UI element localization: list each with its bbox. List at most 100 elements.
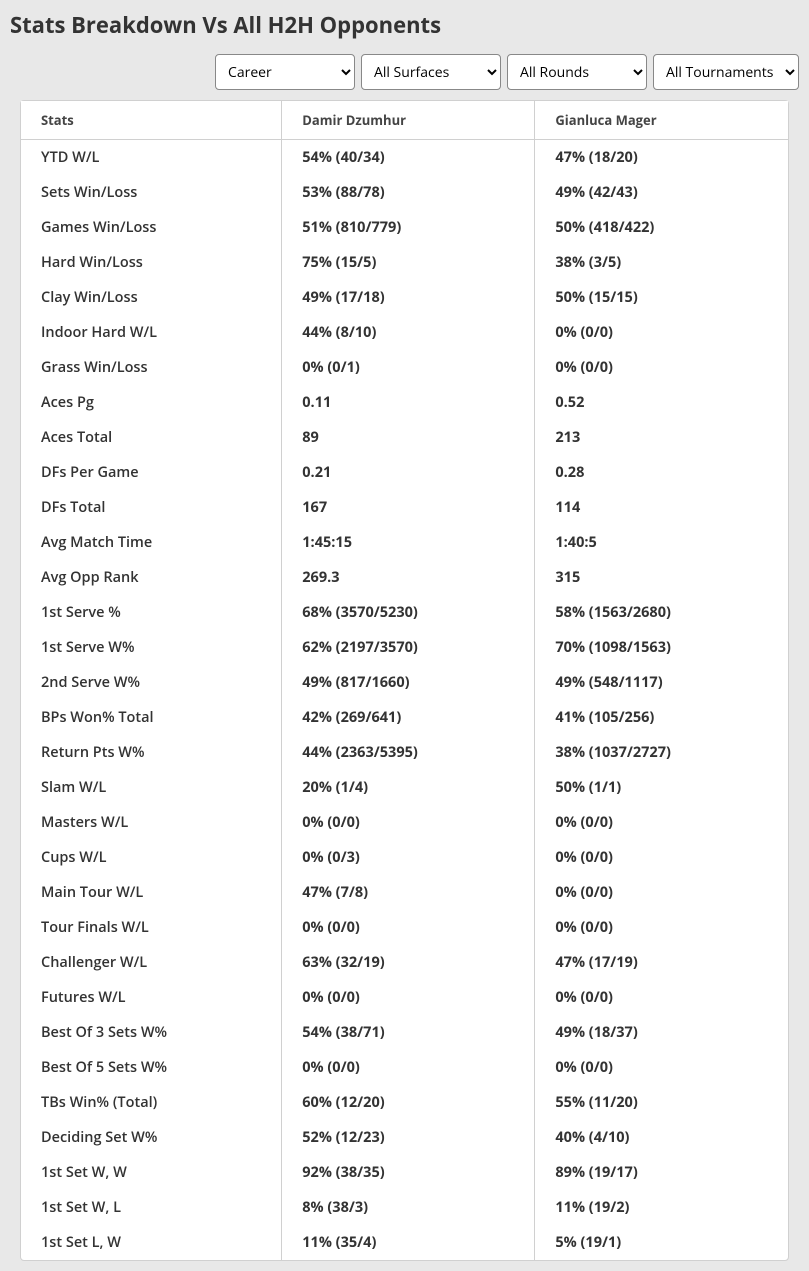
player1-value: 0.21 [282, 455, 535, 490]
table-row: Aces Pg0.110.52 [21, 385, 788, 420]
player1-value: 53% (88/78) [282, 175, 535, 210]
stat-label: Futures W/L [21, 980, 282, 1015]
player2-value: 49% (42/43) [535, 175, 788, 210]
player2-value: 1:40:5 [535, 525, 788, 560]
player2-value: 0% (0/0) [535, 910, 788, 945]
column-header-player1: Damir Dzumhur [282, 101, 535, 140]
timeframe-select[interactable]: Career [215, 54, 355, 90]
player1-value: 20% (1/4) [282, 770, 535, 805]
player1-value: 44% (2363/5395) [282, 735, 535, 770]
player2-value: 11% (19/2) [535, 1190, 788, 1225]
player2-value: 0.28 [535, 455, 788, 490]
table-row: DFs Per Game0.210.28 [21, 455, 788, 490]
stats-table: Stats Damir Dzumhur Gianluca Mager YTD W… [21, 101, 788, 1260]
stat-label: Return Pts W% [21, 735, 282, 770]
player2-value: 55% (11/20) [535, 1085, 788, 1120]
table-row: Cups W/L0% (0/3)0% (0/0) [21, 840, 788, 875]
player1-value: 44% (8/10) [282, 315, 535, 350]
player2-value: 0% (0/0) [535, 980, 788, 1015]
stat-label: Aces Pg [21, 385, 282, 420]
player1-value: 0% (0/0) [282, 1050, 535, 1085]
stat-label: Grass Win/Loss [21, 350, 282, 385]
player2-value: 0% (0/0) [535, 875, 788, 910]
player1-value: 62% (2197/3570) [282, 630, 535, 665]
player1-value: 0% (0/3) [282, 840, 535, 875]
table-row: BPs Won% Total42% (269/641)41% (105/256) [21, 700, 788, 735]
stat-label: YTD W/L [21, 140, 282, 176]
stat-label: BPs Won% Total [21, 700, 282, 735]
player2-value: 315 [535, 560, 788, 595]
stat-label: Avg Match Time [21, 525, 282, 560]
player1-value: 92% (38/35) [282, 1155, 535, 1190]
player1-value: 47% (7/8) [282, 875, 535, 910]
table-row: Sets Win/Loss53% (88/78)49% (42/43) [21, 175, 788, 210]
player2-value: 213 [535, 420, 788, 455]
stat-label: Slam W/L [21, 770, 282, 805]
table-row: Clay Win/Loss49% (17/18)50% (15/15) [21, 280, 788, 315]
table-row: YTD W/L54% (40/34)47% (18/20) [21, 140, 788, 176]
round-select[interactable]: All Rounds [507, 54, 647, 90]
player1-value: 0% (0/0) [282, 980, 535, 1015]
table-row: Aces Total89213 [21, 420, 788, 455]
player2-value: 38% (3/5) [535, 245, 788, 280]
stat-label: Best Of 5 Sets W% [21, 1050, 282, 1085]
player1-value: 0% (0/0) [282, 910, 535, 945]
stat-label: Clay Win/Loss [21, 280, 282, 315]
player2-value: 50% (418/422) [535, 210, 788, 245]
table-row: Futures W/L0% (0/0)0% (0/0) [21, 980, 788, 1015]
player2-value: 49% (548/1117) [535, 665, 788, 700]
player2-value: 47% (17/19) [535, 945, 788, 980]
table-row: TBs Win% (Total)60% (12/20)55% (11/20) [21, 1085, 788, 1120]
player1-value: 167 [282, 490, 535, 525]
table-row: Tour Finals W/L0% (0/0)0% (0/0) [21, 910, 788, 945]
table-row: Deciding Set W%52% (12/23)40% (4/10) [21, 1120, 788, 1155]
column-header-player2: Gianluca Mager [535, 101, 788, 140]
stat-label: Tour Finals W/L [21, 910, 282, 945]
table-header-row: Stats Damir Dzumhur Gianluca Mager [21, 101, 788, 140]
table-row: Main Tour W/L47% (7/8)0% (0/0) [21, 875, 788, 910]
player2-value: 114 [535, 490, 788, 525]
stat-label: 1st Set L, W [21, 1225, 282, 1260]
surface-select[interactable]: All Surfaces [361, 54, 501, 90]
player1-value: 49% (817/1660) [282, 665, 535, 700]
player1-value: 75% (15/5) [282, 245, 535, 280]
table-row: Indoor Hard W/L44% (8/10)0% (0/0) [21, 315, 788, 350]
player2-value: 0% (0/0) [535, 1050, 788, 1085]
table-row: 2nd Serve W%49% (817/1660)49% (548/1117) [21, 665, 788, 700]
player1-value: 89 [282, 420, 535, 455]
stat-label: Deciding Set W% [21, 1120, 282, 1155]
filter-bar: Career All Surfaces All Rounds All Tourn… [10, 54, 799, 90]
stat-label: Avg Opp Rank [21, 560, 282, 595]
stat-label: 2nd Serve W% [21, 665, 282, 700]
player1-value: 60% (12/20) [282, 1085, 535, 1120]
stat-label: Cups W/L [21, 840, 282, 875]
table-row: Slam W/L20% (1/4)50% (1/1) [21, 770, 788, 805]
stat-label: DFs Per Game [21, 455, 282, 490]
stat-label: TBs Win% (Total) [21, 1085, 282, 1120]
player1-value: 0% (0/1) [282, 350, 535, 385]
table-row: Challenger W/L63% (32/19)47% (17/19) [21, 945, 788, 980]
player2-value: 0% (0/0) [535, 805, 788, 840]
player2-value: 50% (15/15) [535, 280, 788, 315]
table-row: Masters W/L0% (0/0)0% (0/0) [21, 805, 788, 840]
stat-label: 1st Set W, L [21, 1190, 282, 1225]
player2-value: 89% (19/17) [535, 1155, 788, 1190]
tournament-select[interactable]: All Tournaments [653, 54, 799, 90]
column-header-stats: Stats [21, 101, 282, 140]
player2-value: 38% (1037/2727) [535, 735, 788, 770]
table-row: Games Win/Loss51% (810/779)50% (418/422) [21, 210, 788, 245]
player2-value: 47% (18/20) [535, 140, 788, 176]
player1-value: 0% (0/0) [282, 805, 535, 840]
player2-value: 0.52 [535, 385, 788, 420]
stat-label: Indoor Hard W/L [21, 315, 282, 350]
player2-value: 50% (1/1) [535, 770, 788, 805]
stats-table-container: Stats Damir Dzumhur Gianluca Mager YTD W… [20, 100, 789, 1261]
player2-value: 58% (1563/2680) [535, 595, 788, 630]
stat-label: Best Of 3 Sets W% [21, 1015, 282, 1050]
table-row: 1st Serve %68% (3570/5230)58% (1563/2680… [21, 595, 788, 630]
stat-label: Challenger W/L [21, 945, 282, 980]
player1-value: 8% (38/3) [282, 1190, 535, 1225]
stat-label: 1st Serve % [21, 595, 282, 630]
player1-value: 1:45:15 [282, 525, 535, 560]
table-row: 1st Set W, L8% (38/3)11% (19/2) [21, 1190, 788, 1225]
